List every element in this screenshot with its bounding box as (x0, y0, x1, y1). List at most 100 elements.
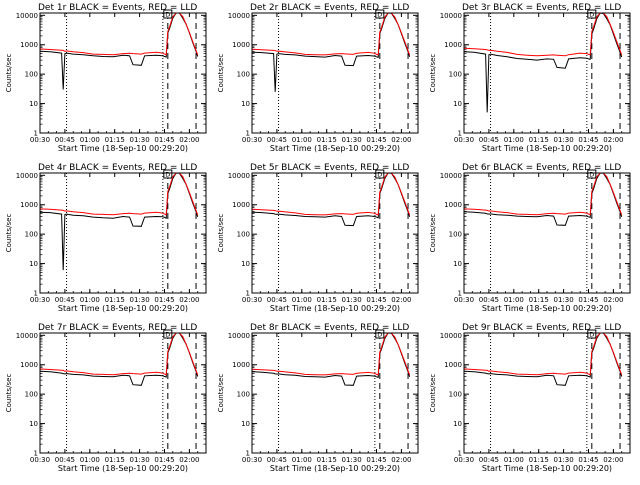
plot-frame (251, 172, 419, 294)
x-tick-label: 01:00 (80, 296, 100, 304)
marker-box (587, 329, 597, 339)
panel-data (40, 13, 199, 90)
y-tick-label: 10 (29, 260, 38, 268)
y-tick-label: 1 (34, 130, 38, 138)
x-tick-label: 01:15 (529, 456, 549, 464)
x-tick-label: 01:15 (105, 296, 125, 304)
plot-frame (39, 172, 207, 294)
x-tick-label: 00:30 (242, 136, 262, 144)
x-tick-label: 00:45 (55, 136, 75, 144)
y-axis-label: Counts/sec (217, 54, 225, 93)
y-tick-label: 10000 (440, 332, 462, 340)
panel-data (40, 333, 199, 386)
x-axis-label: Start Time (18-Sep-10 00:29:20) (58, 144, 188, 153)
y-tick-label: 1 (246, 450, 250, 458)
y-tick-label: 100 (449, 231, 462, 239)
lld-series-line (252, 333, 411, 376)
plot-frame (39, 12, 207, 134)
panel-8: Det 8r BLACK = Events, RED = LLD Counts/s… (217, 323, 419, 473)
x-axis-label: Start Time (18-Sep-10 00:29:20) (58, 464, 188, 473)
x-tick-label: 02:00 (179, 296, 199, 304)
x-tick-label: 01:00 (504, 136, 524, 144)
y-tick-label: 1 (246, 130, 250, 138)
panel-title: Det 4r BLACK = Events, RED = LLD (38, 163, 197, 173)
x-tick-label: 00:30 (454, 296, 474, 304)
lld-series-line (464, 173, 623, 216)
plot-frame (251, 332, 419, 454)
events-series-line (252, 13, 411, 92)
x-tick-label: 02:00 (603, 456, 623, 464)
y-tick-label: 1000 (20, 201, 38, 209)
x-tick-label: 02:00 (603, 296, 623, 304)
x-tick-label: 00:30 (30, 456, 50, 464)
x-tick-label: 01:00 (504, 456, 524, 464)
events-series-line (40, 333, 199, 386)
plot-frame (463, 172, 631, 294)
x-tick-label: 01:00 (504, 296, 524, 304)
events-series-line (40, 13, 199, 90)
y-tick-label: 1000 (20, 361, 38, 369)
x-tick-label: 00:30 (454, 136, 474, 144)
y-axis-label: Counts/sec (5, 374, 13, 413)
x-tick-label: 00:45 (267, 296, 287, 304)
x-tick-label: 01:30 (554, 456, 574, 464)
y-axis-label: Counts/sec (429, 214, 437, 253)
x-tick-label: 01:15 (529, 296, 549, 304)
x-tick-label: 00:45 (479, 296, 499, 304)
plot-frame (463, 12, 631, 134)
x-tick-label: 01:30 (554, 136, 574, 144)
x-tick-label: 01:30 (130, 136, 150, 144)
x-tick-label: 01:30 (130, 456, 150, 464)
panel-title: Det 6r BLACK = Events, RED = LLD (462, 163, 621, 173)
x-tick-label: 01:15 (105, 456, 125, 464)
x-tick-label: 01:00 (80, 136, 100, 144)
x-tick-label: 00:45 (479, 136, 499, 144)
panel-title: Det 7r BLACK = Events, RED = LLD (38, 323, 197, 333)
marker-box-label: D (165, 11, 170, 19)
y-tick-label: 10 (453, 100, 462, 108)
y-tick-label: 10 (453, 260, 462, 268)
panel-title: Det 1r BLACK = Events, RED = LLD (38, 3, 197, 13)
x-tick-label: 01:45 (154, 456, 174, 464)
x-tick-label: 00:45 (267, 456, 287, 464)
y-tick-label: 1 (34, 450, 38, 458)
panel-data (252, 13, 411, 92)
x-tick-label: 01:15 (317, 296, 337, 304)
x-tick-label: 01:15 (317, 456, 337, 464)
panel-5: Det 5r BLACK = Events, RED = LLD Counts/s… (217, 163, 419, 313)
y-tick-label: 1 (458, 450, 462, 458)
lld-series-line (252, 13, 411, 56)
y-tick-label: 100 (449, 391, 462, 399)
y-tick-label: 10000 (440, 172, 462, 180)
x-tick-label: 02:00 (391, 456, 411, 464)
marker-box-label: D (165, 171, 170, 179)
y-tick-label: 10000 (228, 172, 250, 180)
y-tick-label: 10 (453, 420, 462, 428)
panel-data (40, 173, 199, 271)
y-tick-label: 100 (25, 391, 38, 399)
y-tick-label: 10000 (440, 12, 462, 20)
events-series-line (252, 173, 411, 227)
y-tick-label: 100 (237, 231, 250, 239)
panel-title: Det 5r BLACK = Events, RED = LLD (250, 163, 409, 173)
marker-box (163, 9, 173, 19)
y-tick-label: 1000 (232, 201, 250, 209)
panel-7: Det 7r BLACK = Events, RED = LLD Counts/s… (5, 323, 207, 473)
x-tick-label: 00:45 (479, 456, 499, 464)
x-tick-label: 02:00 (179, 136, 199, 144)
events-series-line (252, 333, 411, 386)
x-axis-label: Start Time (18-Sep-10 00:29:20) (270, 464, 400, 473)
y-axis-label: Counts/sec (429, 54, 437, 93)
y-tick-label: 10000 (16, 172, 38, 180)
x-tick-label: 02:00 (603, 136, 623, 144)
y-tick-label: 1000 (232, 361, 250, 369)
x-tick-label: 01:30 (130, 296, 150, 304)
panel-title: Det 9r BLACK = Events, RED = LLD (462, 323, 621, 333)
plot-frame (39, 332, 207, 454)
marker-box (587, 9, 597, 19)
x-axis-label: Start Time (18-Sep-10 00:29:20) (482, 464, 612, 473)
panel-data (252, 173, 411, 227)
lld-series-line (464, 333, 623, 376)
x-tick-label: 01:30 (342, 456, 362, 464)
